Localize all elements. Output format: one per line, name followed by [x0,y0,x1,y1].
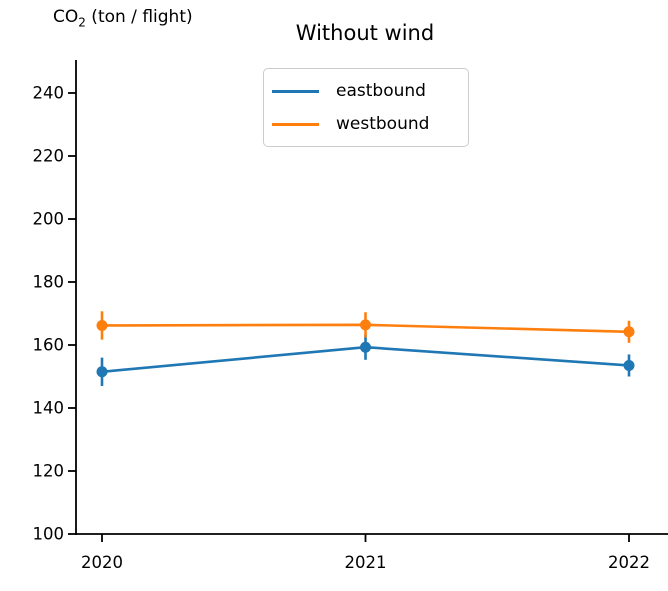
legend-line-swatch-eastbound [272,89,319,93]
legend-label-eastbound: eastbound [336,80,426,101]
data-point-marker-eastbound [623,359,635,371]
data-point-marker-westbound [360,319,371,331]
y-tick-label: 100 [33,525,65,544]
y-axis-label-suffix: (ton / flight) [85,7,193,27]
data-point-marker-eastbound [96,366,108,378]
legend: eastbound westbound [263,68,469,147]
y-tick-label: 160 [33,336,65,355]
chart-title: Without wind [295,21,435,45]
legend-item-westbound: westbound [272,108,468,141]
y-tick-label: 200 [33,210,65,229]
y-axis-label: CO2 (ton / flight) [53,7,193,29]
y-tick-label: 240 [33,84,65,103]
x-tick-label: 2022 [608,553,650,572]
tick-labels-group: 100 120 140 160 180 200 220 240 2020 2021 2022 [33,84,651,573]
y-tick-label: 140 [33,399,65,418]
series-group [96,311,635,386]
legend-item-eastbound: eastbound [272,75,468,108]
data-point-marker-westbound [623,326,635,338]
x-tick-label: 2021 [345,553,387,572]
y-tick-label: 120 [33,462,65,481]
x-tick-label: 2020 [81,553,123,572]
y-tick-label: 220 [33,147,65,166]
data-point-marker-westbound [96,319,108,331]
legend-label-westbound: westbound [336,113,430,134]
y-tick-label: 180 [33,273,65,292]
axes-group [68,60,668,542]
data-point-marker-eastbound [360,341,371,353]
legend-line-swatch-westbound [272,122,319,126]
y-axis-label-prefix: CO [53,7,79,27]
y-axis-label-subscript: 2 [78,15,86,30]
